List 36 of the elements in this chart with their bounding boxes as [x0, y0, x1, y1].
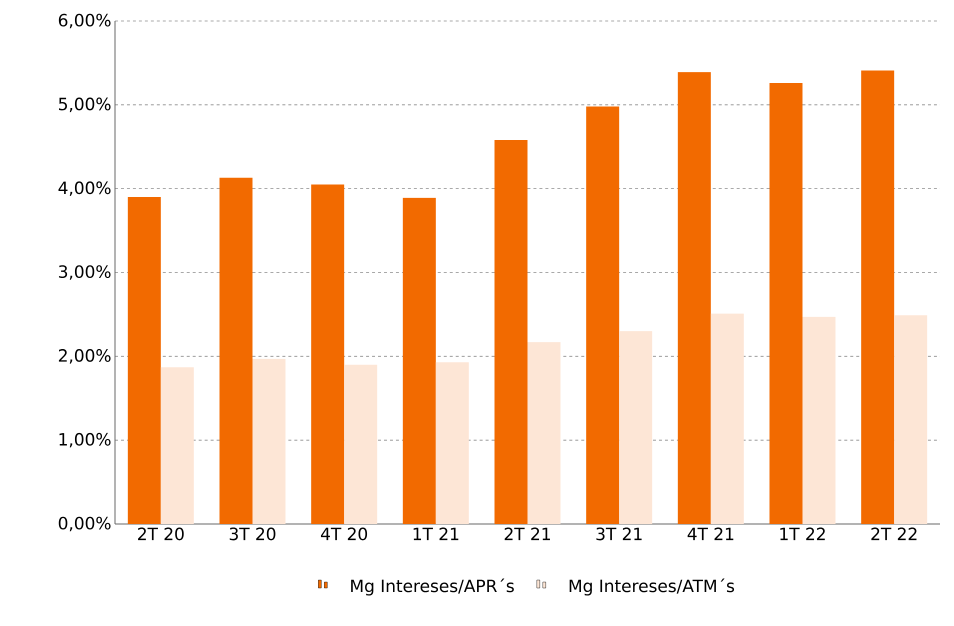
x-tick-label: 4T 20 [320, 528, 368, 540]
x-tick-label: 4T 21 [688, 528, 734, 540]
bar [311, 184, 344, 524]
bar [710, 314, 744, 524]
bar [252, 358, 286, 524]
x-tick-label: 1T 21 [414, 528, 458, 540]
bar [436, 362, 469, 524]
bar [586, 106, 620, 524]
y-tick-label: 4,00% [58, 181, 111, 196]
bar [861, 70, 894, 524]
bar [494, 140, 528, 524]
legend-label: Mg Intereses/APR´s [351, 578, 514, 596]
legend-label: Mg Intereses/ATM´s [570, 578, 734, 596]
bar [802, 316, 836, 524]
bar [678, 72, 711, 524]
bar [128, 197, 161, 524]
bar [220, 178, 252, 524]
x-tick-label: 2T 21 [504, 528, 550, 540]
bar [528, 342, 560, 524]
y-tick-label: 6,00% [58, 14, 111, 28]
x-tick-label: 2T 22 [871, 528, 916, 540]
y-tick-label: 0,00% [58, 516, 111, 532]
bar [160, 367, 194, 524]
bar [894, 315, 928, 524]
y-tick-label: 1,00% [60, 432, 111, 448]
y-tick-label: 5,00% [58, 98, 111, 112]
bar [344, 364, 378, 524]
bar [619, 331, 652, 524]
x-tick-label: 2T 20 [138, 528, 184, 540]
y-tick-label: 2,00% [58, 349, 111, 364]
x-tick-label: 1T 22 [780, 528, 825, 540]
x-tick-label: 3T 21 [596, 528, 642, 540]
y-tick-label: 3,00% [58, 265, 111, 280]
bar [402, 198, 436, 524]
x-tick-label: 3T 20 [230, 528, 276, 540]
bar [769, 83, 802, 524]
